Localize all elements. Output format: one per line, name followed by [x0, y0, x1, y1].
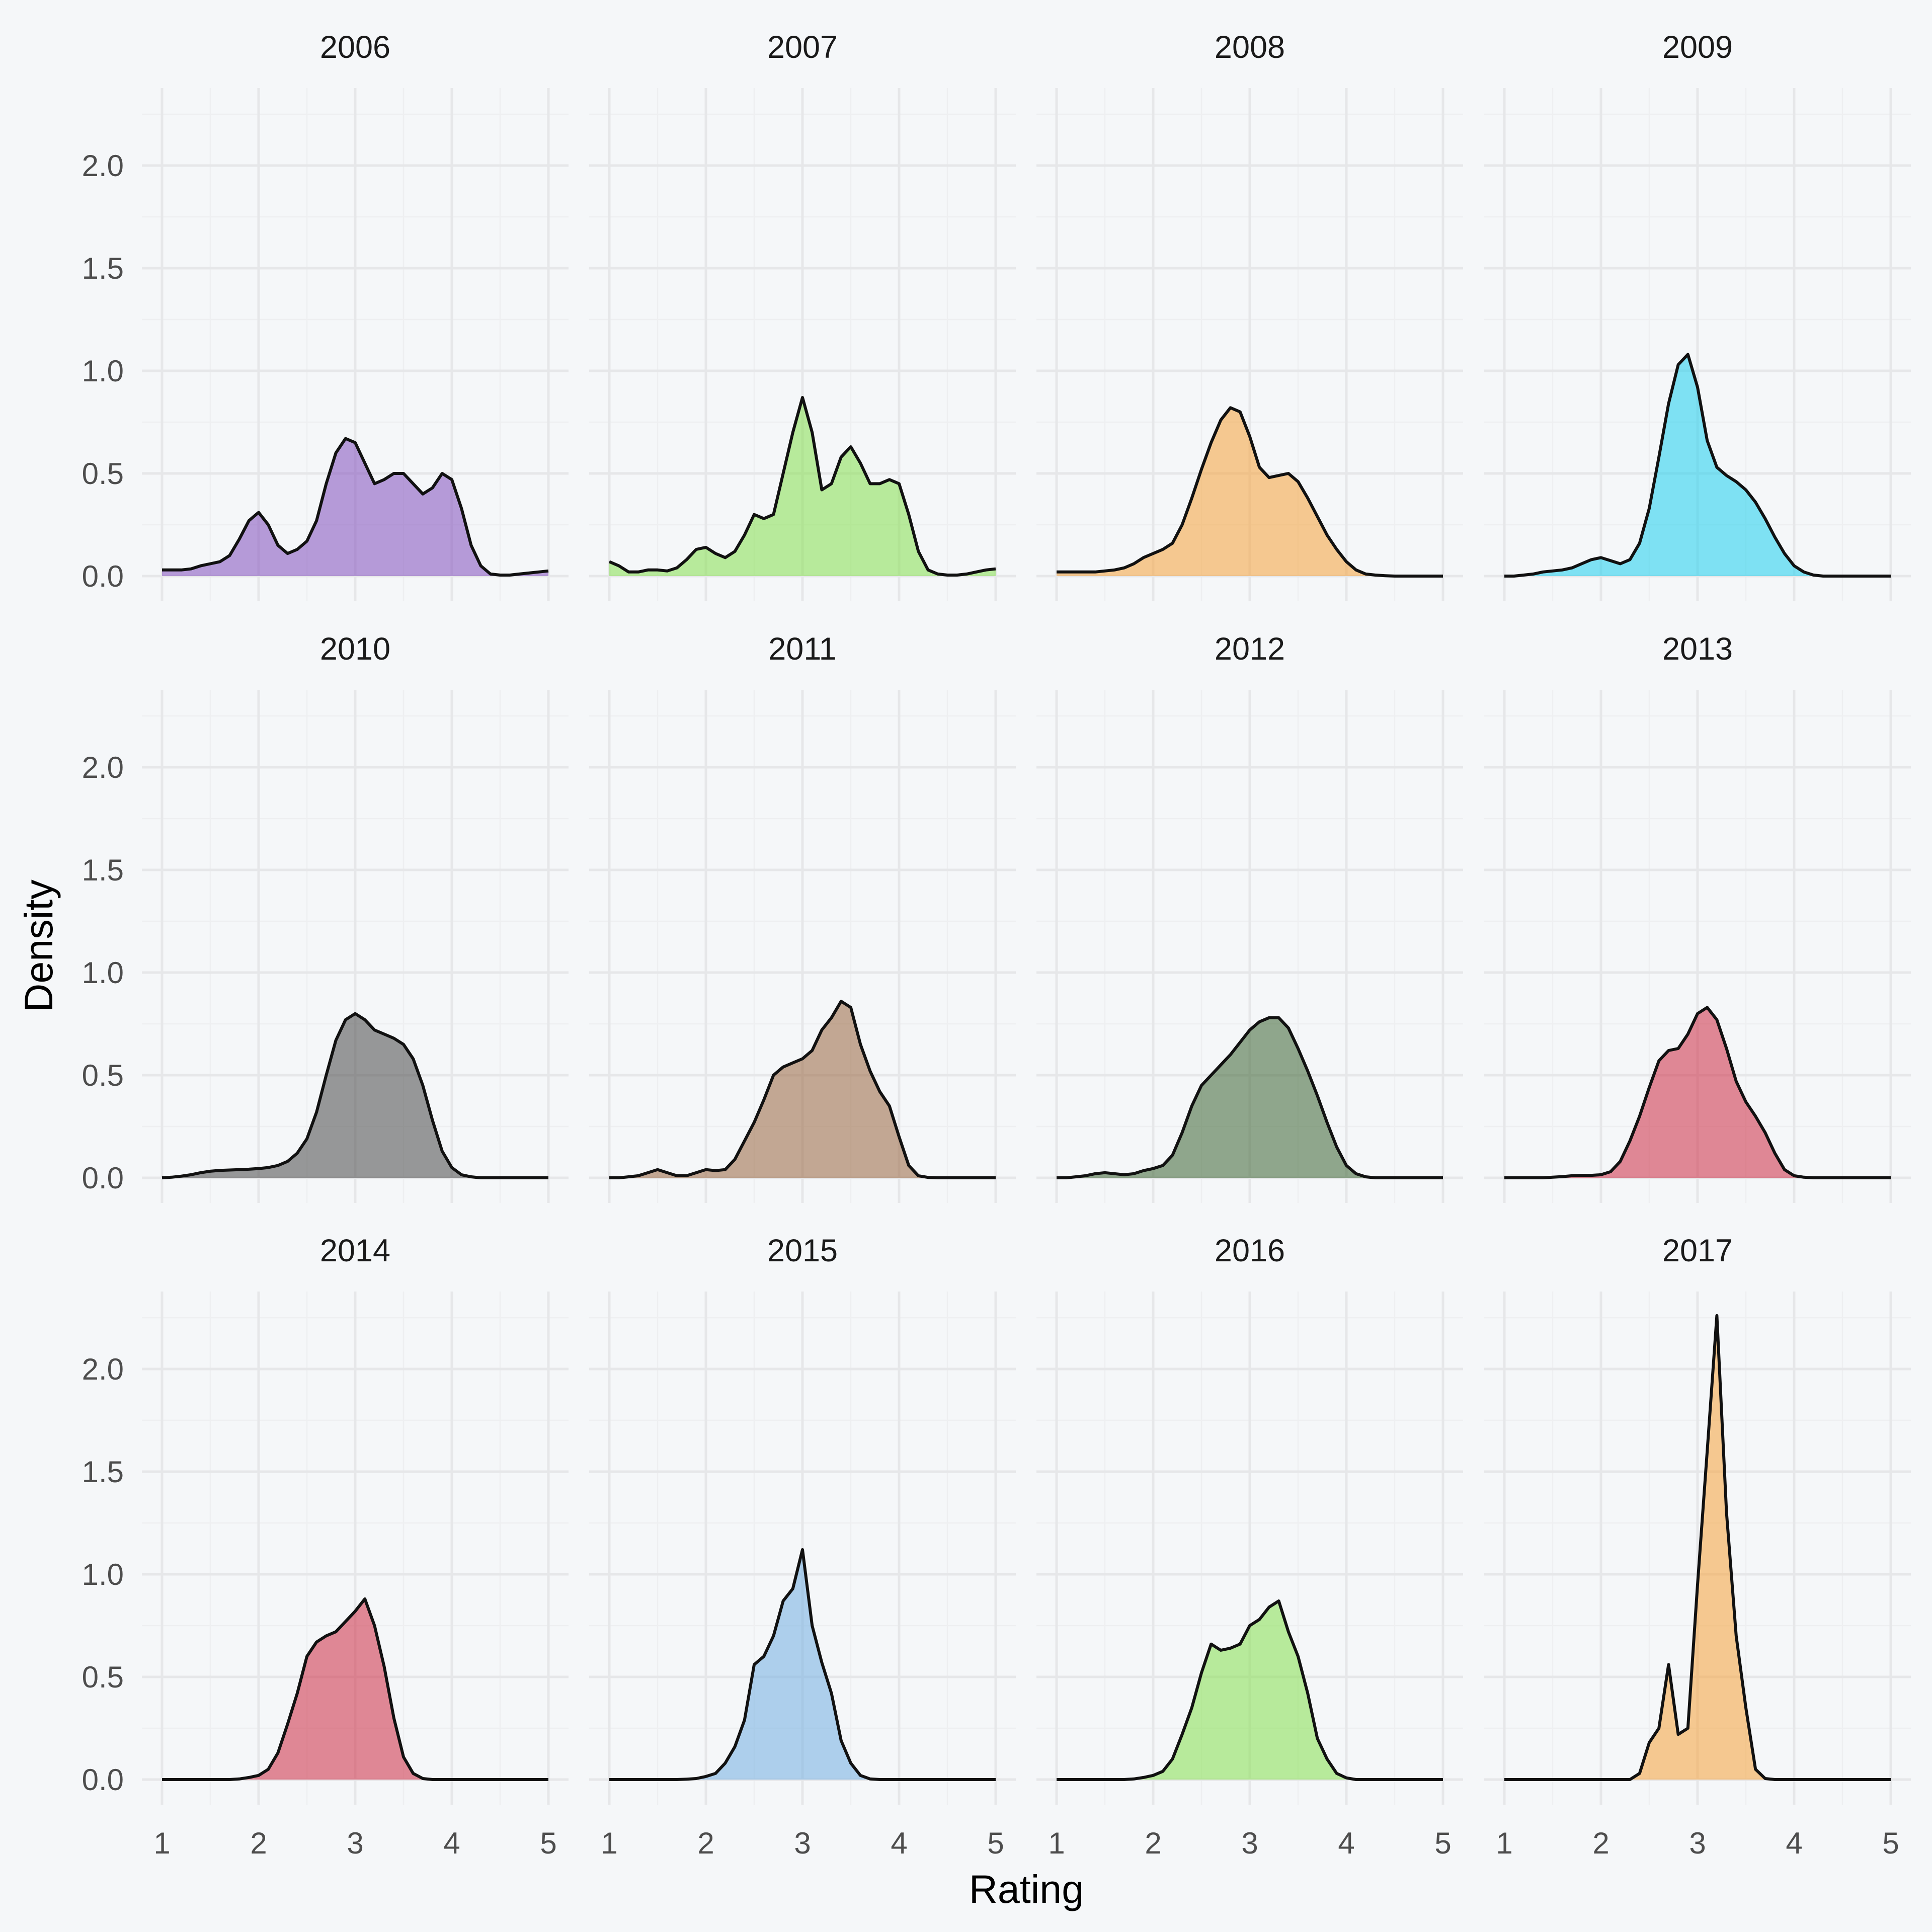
density-area-2012 — [1057, 1017, 1443, 1178]
facet-label-2011: 2011 — [768, 631, 836, 667]
density-line-2008 — [1057, 406, 1443, 578]
facet-panel-2008: 2008 — [1036, 30, 1463, 601]
x-tick-label: 5 — [1434, 1826, 1451, 1860]
density-area-2007 — [609, 397, 996, 576]
x-tick-label: 1 — [1496, 1826, 1512, 1860]
density-area-2013 — [1504, 1007, 1891, 1178]
x-tick-label: 2 — [250, 1826, 267, 1860]
facet-label-2009: 2009 — [1662, 30, 1733, 65]
y-tick-label: 0.0 — [82, 559, 124, 593]
y-tick-label: 1.5 — [82, 1455, 124, 1489]
density-area-2016 — [1057, 1601, 1443, 1780]
facet-label-2012: 2012 — [1215, 631, 1285, 667]
y-tick-label: 0.5 — [82, 457, 124, 491]
facet-label-2015: 2015 — [767, 1233, 838, 1268]
y-tick-label: 1.0 — [82, 956, 124, 990]
density-line-2011 — [609, 1000, 996, 1179]
facet-label-2017: 2017 — [1662, 1233, 1733, 1268]
x-tick-label: 5 — [987, 1826, 1004, 1860]
y-tick-label: 1.5 — [82, 853, 124, 887]
facet-label-2010: 2010 — [320, 631, 390, 667]
y-tick-label: 2.0 — [82, 149, 124, 183]
facet-panel-2016: 2016 1 2 3 4 5 — [1036, 1233, 1463, 1860]
density-line-2014 — [162, 1597, 548, 1781]
density-area-2015 — [609, 1550, 996, 1780]
facet-panel-2010: 2010 0.0 0.5 1.0 1.5 2.0 — [82, 631, 569, 1203]
y-tick-label: 0.5 — [82, 1059, 124, 1092]
panels-layer: 2006 0.0 0.5 1.0 1.5 2.0 2007 2008 2009 2010 0.0 0.… — [82, 30, 1911, 1860]
y-tick-label: 1.0 — [82, 1558, 124, 1591]
facet-label-2016: 2016 — [1215, 1233, 1285, 1268]
facet-panel-2014: 2014 0.0 0.5 1.0 1.5 2.0 1 2 3 4 5 — [82, 1233, 569, 1860]
y-tick-label: 0.0 — [82, 1161, 124, 1195]
x-tick-label: 3 — [1241, 1826, 1258, 1860]
x-tick-label: 3 — [1689, 1826, 1706, 1860]
density-area-2008 — [1057, 408, 1443, 576]
x-tick-label: 4 — [891, 1826, 907, 1860]
density-area-2011 — [609, 1001, 996, 1178]
y-tick-label: 0.5 — [82, 1660, 124, 1694]
y-axis-title: Density — [16, 879, 61, 1012]
y-tick-label: 1.5 — [82, 252, 124, 285]
x-tick-label: 5 — [1882, 1826, 1899, 1860]
x-tick-label: 1 — [1048, 1826, 1065, 1860]
y-tick-label: 0.0 — [82, 1763, 124, 1797]
density-line-2012 — [1057, 1016, 1443, 1179]
density-line-2007 — [608, 396, 996, 577]
y-tick-label: 1.0 — [82, 354, 124, 388]
density-line-2017 — [1504, 1314, 1891, 1781]
x-tick-label: 1 — [601, 1826, 617, 1860]
density-area-2014 — [162, 1599, 548, 1780]
facet-panel-2015: 2015 1 2 3 4 5 — [589, 1233, 1016, 1860]
y-tick-label: 2.0 — [82, 1352, 124, 1386]
density-line-2006 — [162, 437, 549, 577]
density-line-2015 — [609, 1548, 996, 1781]
facet-panel-2013: 2013 — [1484, 631, 1911, 1203]
density-line-2013 — [1504, 1006, 1891, 1179]
density-area-2010 — [162, 1013, 548, 1178]
facet-label-2014: 2014 — [320, 1233, 390, 1268]
density-area-2009 — [1504, 354, 1891, 576]
density-area-2006 — [162, 438, 548, 576]
x-tick-label: 3 — [794, 1826, 811, 1860]
facet-panel-2012: 2012 — [1036, 631, 1463, 1203]
x-tick-label: 5 — [540, 1826, 556, 1860]
density-line-2009 — [1504, 353, 1891, 578]
x-tick-label: 1 — [153, 1826, 170, 1860]
density-line-2016 — [1057, 1599, 1443, 1781]
density-area-2017 — [1504, 1315, 1891, 1780]
x-tick-label: 2 — [1145, 1826, 1161, 1860]
x-tick-label: 3 — [347, 1826, 363, 1860]
density-line-2010 — [162, 1012, 548, 1179]
x-tick-label: 4 — [443, 1826, 460, 1860]
x-tick-label: 4 — [1338, 1826, 1354, 1860]
facet-panel-2009: 2009 — [1484, 30, 1911, 601]
facet-label-2007: 2007 — [767, 30, 838, 65]
x-tick-label: 2 — [697, 1826, 714, 1860]
facet-panel-2011: 2011 — [589, 631, 1016, 1203]
facet-label-2013: 2013 — [1662, 631, 1733, 667]
x-axis-title: Rating — [969, 1867, 1084, 1911]
facet-panel-2006: 2006 0.0 0.5 1.0 1.5 2.0 — [82, 30, 569, 601]
facet-label-2008: 2008 — [1215, 30, 1285, 65]
y-tick-label: 2.0 — [82, 751, 124, 784]
x-tick-label: 4 — [1786, 1826, 1802, 1860]
facet-panel-2007: 2007 — [589, 30, 1016, 601]
facet-label-2006: 2006 — [320, 30, 390, 65]
facet-panel-2017: 2017 1 2 3 4 5 — [1484, 1233, 1911, 1860]
x-tick-label: 2 — [1592, 1826, 1609, 1860]
